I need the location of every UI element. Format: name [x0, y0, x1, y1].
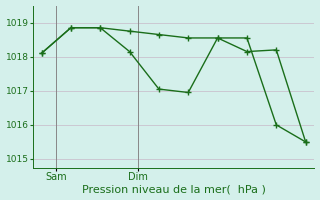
X-axis label: Pression niveau de la mer(  hPa ): Pression niveau de la mer( hPa )	[82, 184, 266, 194]
